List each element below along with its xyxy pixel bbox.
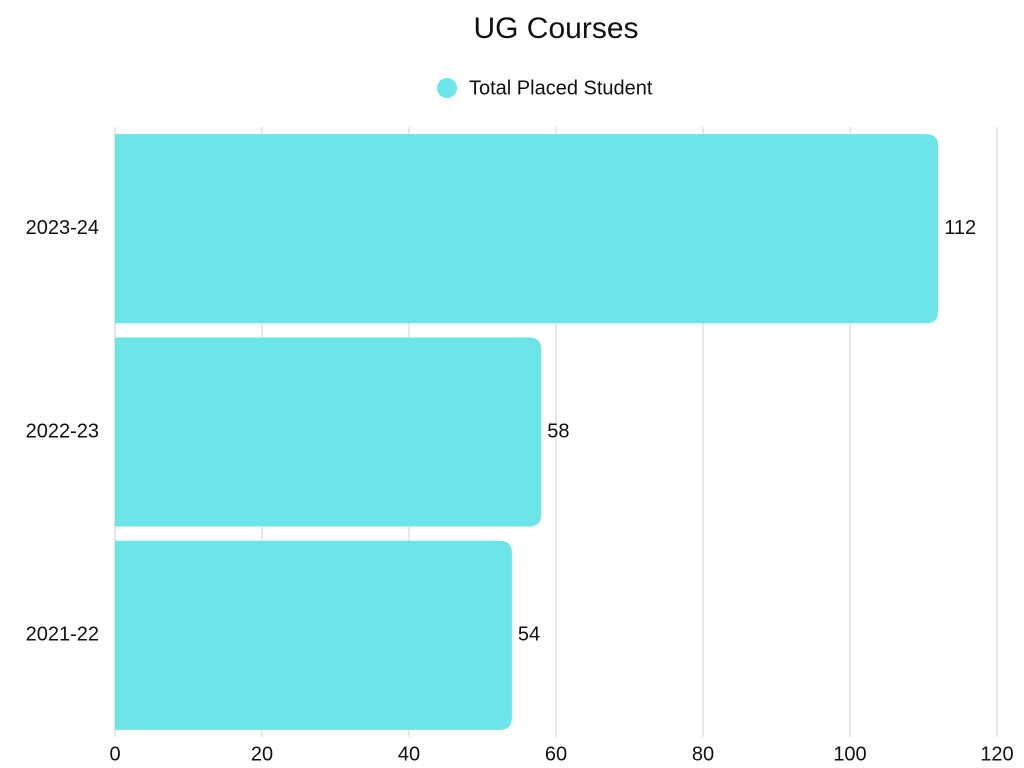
x-tick-label: 40: [398, 743, 420, 765]
data-label: 58: [547, 420, 569, 442]
bar: [115, 134, 939, 324]
y-tick-label: 2023-24: [26, 217, 99, 239]
x-tick-label: 120: [980, 743, 1013, 765]
bar: [115, 337, 542, 527]
x-tick-label: 80: [692, 743, 714, 765]
x-tick-label: 0: [109, 743, 120, 765]
x-tick-label: 20: [251, 743, 273, 765]
x-tick-label: 100: [833, 743, 866, 765]
data-label: 112: [944, 217, 976, 239]
y-tick-label: 2021-22: [26, 624, 99, 646]
data-label: 54: [518, 624, 540, 646]
y-tick-label: 2022-23: [26, 420, 99, 442]
bar: [115, 540, 512, 730]
legend-label: Total Placed Student: [469, 77, 653, 99]
chart-title: UG Courses: [473, 12, 638, 45]
x-tick-label: 60: [545, 743, 567, 765]
legend-marker: [437, 78, 457, 98]
